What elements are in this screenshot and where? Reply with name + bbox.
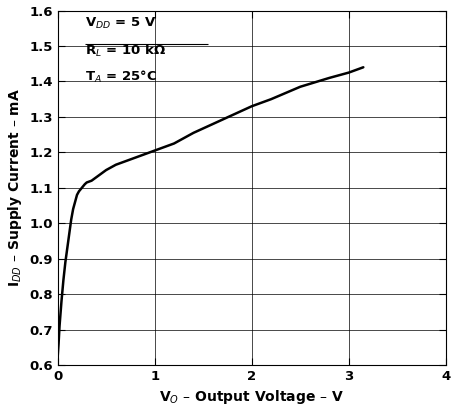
Text: R$_L$ = 10 kΩ: R$_L$ = 10 kΩ [85,42,165,59]
Text: T$_A$ = 25°C: T$_A$ = 25°C [85,69,157,85]
Y-axis label: I$_{DD}$ – Supply Current – mA: I$_{DD}$ – Supply Current – mA [5,88,24,287]
Text: V$_{DD}$ = 5 V: V$_{DD}$ = 5 V [85,16,156,31]
X-axis label: V$_O$ – Output Voltage – V: V$_O$ – Output Voltage – V [159,389,344,407]
